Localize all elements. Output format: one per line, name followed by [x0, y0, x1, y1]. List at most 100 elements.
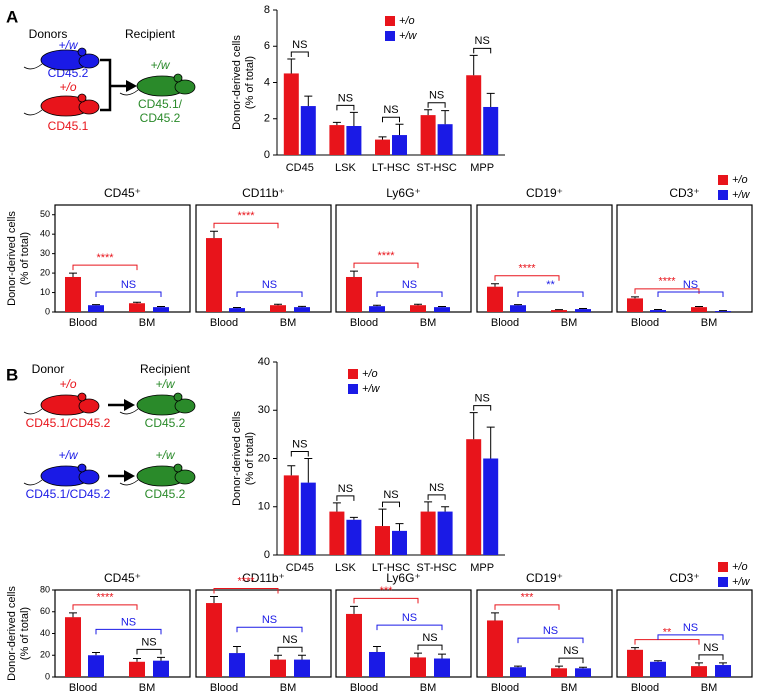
x-tick-label: BM [701, 317, 718, 329]
y-axis-label: (% of total) [244, 56, 256, 109]
y-axis-label: (% of total) [19, 232, 31, 285]
legend-swatch [718, 577, 728, 587]
significance-bracket [290, 451, 309, 457]
y-axis-label: Donor-derived cells [231, 35, 243, 130]
marker: CD45.2 [145, 416, 186, 430]
arrow-head [124, 399, 135, 411]
legend-swatch [348, 369, 358, 379]
legend-swatch [348, 384, 358, 394]
error-bar [695, 662, 703, 667]
error-bar [69, 612, 77, 618]
bar [294, 659, 310, 677]
error-bar [424, 501, 433, 512]
genotype: +/o [59, 377, 76, 391]
error-bar [298, 654, 306, 660]
legend-label: +/o [732, 561, 748, 573]
error-bar [424, 109, 433, 116]
x-tick-label: BM [280, 317, 297, 329]
significance-label: **** [377, 250, 395, 262]
error-bar [287, 465, 296, 476]
panel-frame [616, 589, 753, 678]
panel-title: CD45⁺ [104, 186, 141, 200]
bar [510, 305, 526, 312]
bar [575, 309, 591, 312]
bar [129, 303, 145, 312]
error-bar [414, 652, 422, 658]
x-tick-label: LT-HSC [372, 562, 410, 574]
bar [420, 115, 436, 155]
error-bar [378, 508, 387, 527]
significance-bracket [698, 654, 724, 660]
panel-frame [616, 204, 753, 313]
significance-bracket [473, 405, 492, 411]
significance-label: NS [475, 35, 490, 47]
bar [627, 649, 643, 677]
panel-frame [195, 589, 332, 678]
x-tick-label: CD45 [286, 162, 314, 174]
mouse-tail [119, 479, 139, 486]
significance-bracket [517, 291, 584, 297]
significance-bracket [634, 288, 700, 294]
bar [483, 106, 499, 155]
significance-label: NS [383, 104, 398, 116]
marker: CD45.1/CD45.2 [26, 416, 111, 430]
mouse-head [78, 99, 100, 115]
bar [420, 511, 436, 555]
bar [65, 617, 81, 677]
error-bar [350, 605, 358, 614]
y-tick-label: 40 [40, 229, 50, 239]
significance-label: NS [121, 279, 136, 291]
mouse-ear [77, 392, 87, 402]
error-bar [469, 412, 478, 440]
panel-frame [195, 204, 332, 313]
significance-bracket [290, 51, 309, 57]
error-bar [373, 646, 381, 652]
legend-label: +/o [732, 174, 748, 186]
error-bar [349, 516, 358, 520]
bar [369, 651, 385, 677]
significance-label: *** [380, 585, 394, 597]
bar [487, 620, 503, 677]
bar [229, 308, 245, 312]
y-tick-label: 40 [258, 356, 270, 368]
significance-bracket [336, 104, 355, 111]
legend-swatch [718, 175, 728, 185]
mouse-head [78, 398, 100, 414]
x-tick-label: LSK [335, 162, 356, 174]
significance-label: NS [543, 625, 558, 637]
significance-label: **** [96, 252, 114, 264]
error-bar [486, 426, 495, 459]
significance-label: NS [422, 632, 437, 644]
bar [369, 306, 385, 312]
panel-title: CD3⁺ [669, 571, 699, 585]
x-tick-label: BM [139, 317, 156, 329]
x-tick-label: Blood [350, 317, 378, 329]
x-tick-label: ST-HSC [416, 562, 456, 574]
bracket-arrow [100, 58, 128, 112]
y-tick-label: 0 [264, 149, 270, 161]
arrow-head [126, 80, 137, 92]
y-tick-label: 30 [258, 404, 270, 416]
significance-label: **** [96, 592, 114, 604]
bar [88, 655, 104, 677]
bar [300, 106, 316, 155]
error-bar [395, 523, 404, 531]
significance-bracket [376, 624, 443, 631]
x-tick-label: BM [420, 682, 437, 694]
y-axis-label: Donor-derived cells [6, 211, 18, 306]
significance-label: NS [262, 614, 277, 626]
x-tick-label: BM [701, 682, 718, 694]
error-bar [395, 123, 404, 136]
significance-bracket [417, 644, 443, 651]
significance-label: NS [563, 645, 578, 657]
bar [483, 458, 499, 555]
bar [487, 286, 503, 312]
x-tick-label: Blood [491, 317, 519, 329]
bar [270, 659, 286, 677]
bar [270, 305, 286, 312]
panel-title: CD19⁺ [526, 571, 563, 585]
x-tick-label: MPP [470, 562, 494, 574]
mouse-head [174, 398, 196, 414]
significance-bracket [657, 634, 724, 640]
y-tick-label: 8 [264, 4, 270, 16]
